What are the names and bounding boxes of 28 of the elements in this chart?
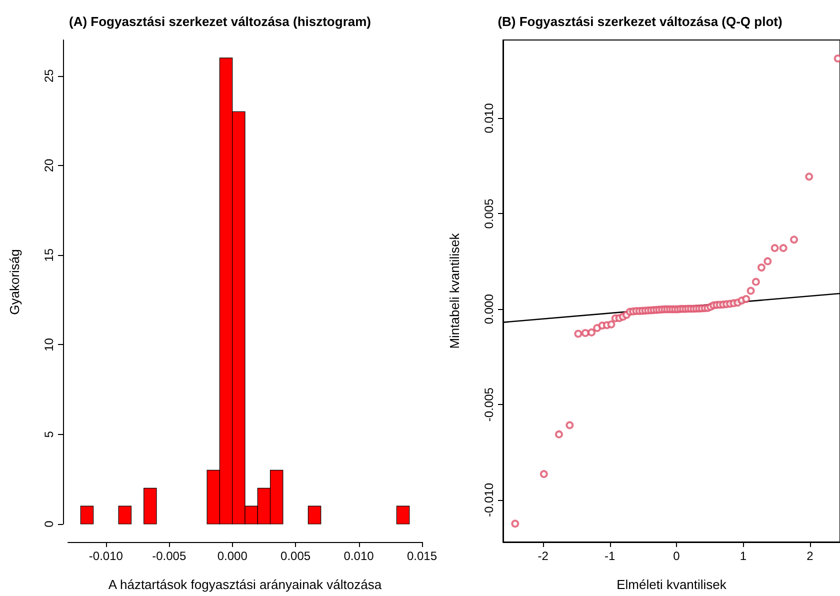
x-axis-title: A háztartások fogyasztási arányainak változása [108, 577, 382, 592]
y-tick-label: 0.005 [482, 198, 496, 229]
x-tick-label: -1 [604, 549, 616, 563]
y-tick-label: 0 [42, 520, 56, 528]
x-tick-label: 0.015 [406, 549, 438, 563]
y-tick-label: 15 [42, 248, 56, 262]
x-axis-title: Elméleti kvantilisek [616, 577, 727, 592]
chart-title: (B) Fogyasztási szerkezet változása (Q-Q plot) [498, 14, 782, 29]
y-tick-label: 5 [42, 430, 56, 438]
x-tick-label: 0.000 [217, 549, 248, 563]
x-tick-label: 0 [673, 549, 680, 563]
x-tick-label: 0.005 [280, 549, 311, 563]
y-tick-label: 10 [42, 338, 56, 352]
x-tick-label: 2 [806, 549, 814, 563]
y-tick-label: -0.005 [482, 387, 496, 422]
y-tick-label: 25 [42, 68, 56, 83]
chart-title: (A) Fogyasztási szerkezet változása (hisztogram) [69, 14, 371, 29]
y-axis-title: Mintabeli kvantilisek [447, 232, 462, 349]
x-tick-label: 1 [740, 549, 747, 563]
y-tick-label: 0.010 [482, 102, 496, 134]
y-axis-title: Gyakoriság [7, 249, 22, 315]
y-tick-label: 0.000 [482, 294, 496, 324]
y-tick-label: -0.010 [482, 482, 496, 518]
y-tick-label: 20 [42, 158, 56, 172]
x-tick-label: -2 [538, 549, 549, 563]
x-tick-label: -0.010 [88, 549, 124, 563]
x-tick-label: -0.005 [152, 549, 186, 563]
x-tick-label: 0.010 [344, 549, 374, 563]
